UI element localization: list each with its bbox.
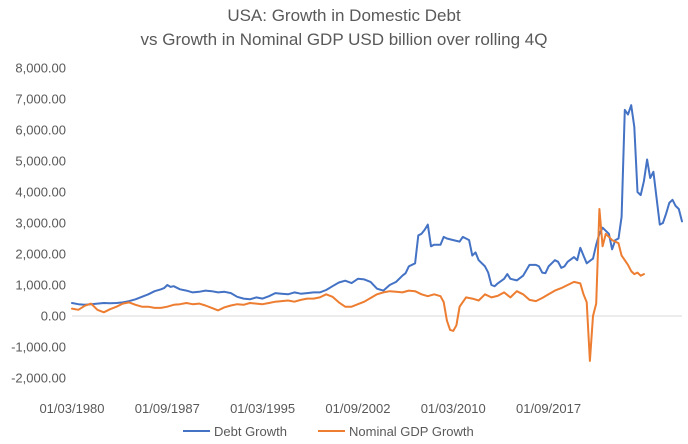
y-tick-label: 0.00 bbox=[41, 309, 66, 324]
legend: Debt Growth Nominal GDP Growth bbox=[183, 424, 474, 439]
y-tick-label: -2,000.00 bbox=[11, 371, 66, 386]
x-tick-label: 01/03/2010 bbox=[421, 401, 486, 416]
y-tick-label: 1,000.00 bbox=[15, 278, 66, 293]
y-tick-label: 3,000.00 bbox=[15, 216, 66, 231]
x-tick-label: 01/03/1980 bbox=[39, 401, 104, 416]
legend-label: Debt Growth bbox=[214, 424, 287, 439]
x-tick-label: 01/09/2002 bbox=[325, 401, 390, 416]
chart-title-line-2: vs Growth in Nominal GDP USD billion ove… bbox=[141, 30, 548, 49]
series-line-debt-growth bbox=[71, 104, 683, 306]
y-tick-label: 5,000.00 bbox=[15, 154, 66, 169]
y-tick-label: 2,000.00 bbox=[15, 247, 66, 262]
y-tick-label: 8,000.00 bbox=[15, 61, 66, 76]
x-tick-label: 01/09/2017 bbox=[516, 401, 581, 416]
series-layer bbox=[71, 104, 683, 362]
y-tick-label: 7,000.00 bbox=[15, 92, 66, 107]
series-line-nominal-gdp-growth bbox=[71, 208, 645, 362]
y-tick-label: 4,000.00 bbox=[15, 185, 66, 200]
legend-label: Nominal GDP Growth bbox=[349, 424, 474, 439]
chart-title-line-1: USA: Growth in Domestic Debt bbox=[227, 6, 461, 25]
x-tick-label: 01/09/1987 bbox=[135, 401, 200, 416]
y-tick-label: 6,000.00 bbox=[15, 123, 66, 138]
y-tick-label: -1,000.00 bbox=[11, 340, 66, 355]
x-tick-label: 01/03/1995 bbox=[230, 401, 295, 416]
y-axis: 8,000.00 7,000.00 6,000.00 5,000.00 4,000.00… bbox=[11, 61, 66, 386]
x-axis: 01/03/1980 01/09/1987 01/03/1995 01/09/2002… bbox=[39, 315, 682, 416]
